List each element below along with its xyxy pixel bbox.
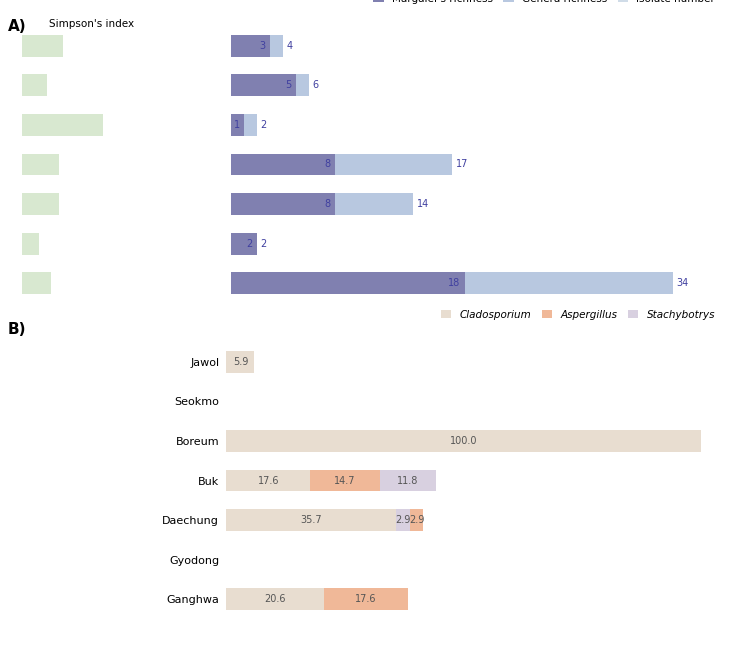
Bar <box>22 272 51 294</box>
Bar <box>226 470 310 491</box>
Text: 4: 4 <box>287 41 293 50</box>
Bar <box>231 194 335 215</box>
Bar <box>226 588 324 610</box>
Text: 6: 6 <box>312 80 319 90</box>
Bar <box>379 470 436 491</box>
Bar <box>226 510 396 531</box>
Bar <box>335 194 412 215</box>
Bar <box>231 233 257 255</box>
Text: 11.8: 11.8 <box>397 475 418 486</box>
Text: 3: 3 <box>259 41 266 50</box>
Text: 8: 8 <box>325 159 331 170</box>
Text: 2.9: 2.9 <box>409 515 424 525</box>
Text: 1: 1 <box>234 120 240 130</box>
Text: 35.7: 35.7 <box>300 515 322 525</box>
Bar <box>22 35 63 57</box>
Text: 8: 8 <box>325 199 331 209</box>
Bar <box>324 588 408 610</box>
Text: 17: 17 <box>456 159 468 170</box>
Bar <box>231 154 335 175</box>
Text: A): A) <box>7 19 26 34</box>
Text: 100.0: 100.0 <box>450 436 477 446</box>
Bar <box>335 154 452 175</box>
Text: 2: 2 <box>247 239 252 249</box>
Text: 18: 18 <box>448 279 461 288</box>
Text: 14: 14 <box>417 199 429 209</box>
Bar <box>231 74 296 96</box>
Legend: Cladosporium, Aspergillus, Stachybotrys: Cladosporium, Aspergillus, Stachybotrys <box>437 306 719 324</box>
Bar <box>231 35 270 57</box>
Bar <box>296 74 309 96</box>
Text: 20.6: 20.6 <box>264 595 286 604</box>
Bar <box>226 351 255 373</box>
Bar <box>22 233 39 255</box>
Legend: Margalef's richness, Genera richness, Isolate number: Margalef's richness, Genera richness, Is… <box>369 0 719 8</box>
Bar <box>22 154 59 175</box>
Bar <box>244 114 257 135</box>
Bar <box>310 470 379 491</box>
Text: 5: 5 <box>285 80 291 90</box>
Text: 17.6: 17.6 <box>258 475 279 486</box>
Text: B): B) <box>7 322 26 337</box>
Bar <box>270 35 282 57</box>
Text: Simpson's index: Simpson's index <box>49 19 134 30</box>
Text: 14.7: 14.7 <box>334 475 356 486</box>
Text: 2.9: 2.9 <box>395 515 410 525</box>
Text: 5.9: 5.9 <box>233 357 248 366</box>
Bar <box>465 272 672 294</box>
Bar <box>231 272 465 294</box>
Text: 2: 2 <box>261 120 267 130</box>
Bar <box>226 430 701 452</box>
Text: 2: 2 <box>261 239 267 249</box>
Bar <box>396 510 409 531</box>
Text: 34: 34 <box>677 279 689 288</box>
Bar <box>231 114 244 135</box>
Bar <box>22 74 46 96</box>
Text: 17.6: 17.6 <box>355 595 376 604</box>
Bar <box>22 194 59 215</box>
Bar <box>409 510 424 531</box>
Bar <box>22 114 103 135</box>
